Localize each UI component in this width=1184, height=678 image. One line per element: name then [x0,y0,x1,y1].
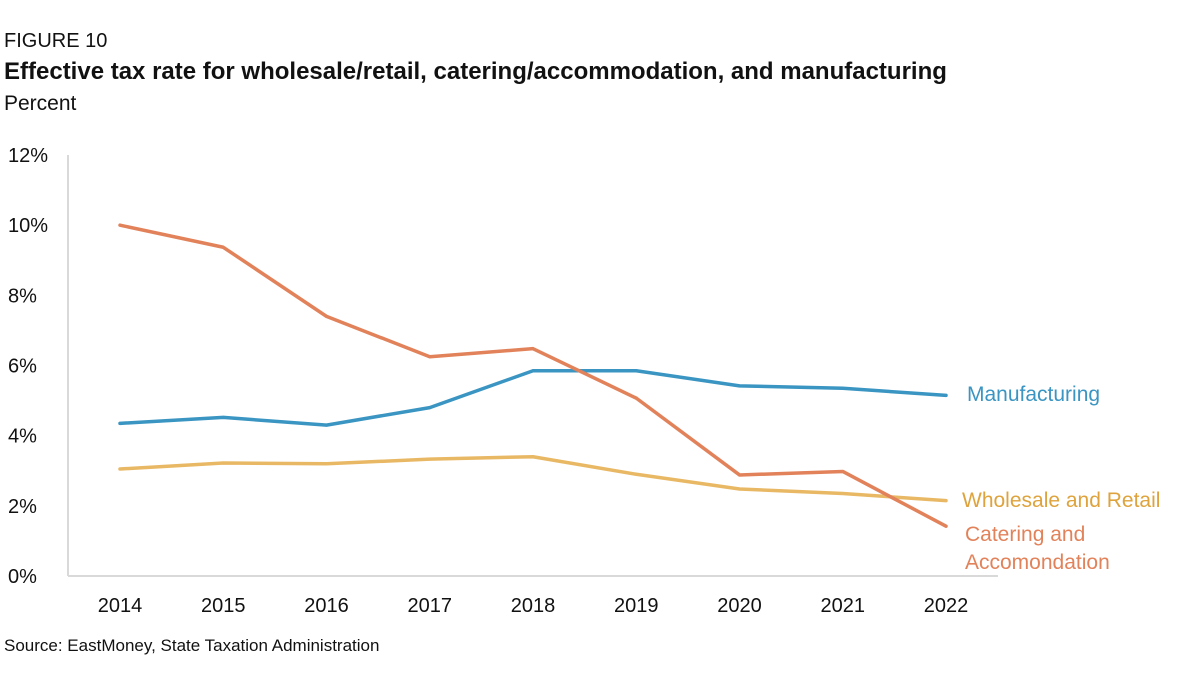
data-point-wholesale-and-retail [634,472,638,476]
x-tick-label: 2016 [304,595,349,617]
series-lines [118,223,948,528]
data-point-manufacturing [118,421,122,425]
x-tick-label: 2019 [614,595,659,617]
data-point-manufacturing [531,369,535,373]
y-tick-label: 12% [8,145,48,167]
x-tick-label: 2018 [511,595,556,617]
x-tick-label: 2015 [201,595,246,617]
data-point-catering-and-accomondation [428,355,432,359]
chart-axes [67,155,998,577]
series-line-wholesale-and-retail [118,454,948,503]
x-tick-label: 2020 [717,595,762,617]
data-point-catering-and-accomondation [634,396,638,400]
data-point-manufacturing [738,384,741,388]
data-point-wholesale-and-retail [325,462,328,466]
x-axis-tick-labels: 2014 2015 2016 2017 2018 2019 2020 2021 2022 [98,595,969,617]
data-point-manufacturing [841,386,845,390]
y-tick-label: 4% [8,426,37,448]
data-point-wholesale-and-retail [221,461,225,465]
x-tick-label: 2022 [924,595,969,617]
data-point-catering-and-accomondation [118,223,122,227]
y-tick-label: 0% [8,566,37,588]
series-label-catering-and-accomondation: Catering and [965,523,1085,546]
y-tick-label: 6% [8,356,37,378]
data-point-catering-and-accomondation [221,245,225,249]
data-point-catering-and-accomondation [738,473,741,477]
data-point-manufacturing [634,369,638,373]
data-point-catering-and-accomondation [944,524,948,528]
data-point-catering-and-accomondation [531,347,535,351]
chart-title: Effective tax rate for wholesale/retail,… [4,58,947,85]
source-note: Source: EastMoney, State Taxation Admini… [4,636,380,655]
data-point-wholesale-and-retail [531,455,535,459]
data-point-manufacturing [221,415,225,419]
chart-unit-label: Percent [4,92,77,115]
data-point-wholesale-and-retail [738,487,741,491]
y-tick-label: 8% [8,285,37,307]
data-point-catering-and-accomondation [325,314,328,318]
data-point-catering-and-accomondation [841,469,845,473]
data-point-manufacturing [325,423,328,427]
data-point-wholesale-and-retail [428,457,432,461]
data-point-manufacturing [944,393,948,397]
series-line-catering-and-accomondation [118,223,948,528]
data-point-manufacturing [428,406,432,410]
x-tick-label: 2021 [821,595,866,617]
y-tick-label: 10% [8,215,48,237]
y-axis-tick-labels: 0% 2% 4% 6% 8% 10% 12% [8,145,48,588]
data-point-wholesale-and-retail [118,467,122,471]
y-tick-label: 2% [8,496,37,518]
series-labels: Manufacturing Wholesale and Retail Caterin… [962,383,1160,574]
x-tick-label: 2017 [408,595,453,617]
figure-number: FIGURE 10 [4,30,108,52]
series-label-wholesale-and-retail: Wholesale and Retail [962,489,1160,512]
data-point-wholesale-and-retail [841,492,845,496]
data-point-wholesale-and-retail [944,499,948,503]
x-tick-label: 2014 [98,595,143,617]
series-line-manufacturing [118,369,948,427]
series-label-manufacturing: Manufacturing [967,383,1100,406]
series-label-catering-and-accomondation: Accomondation [965,551,1110,574]
